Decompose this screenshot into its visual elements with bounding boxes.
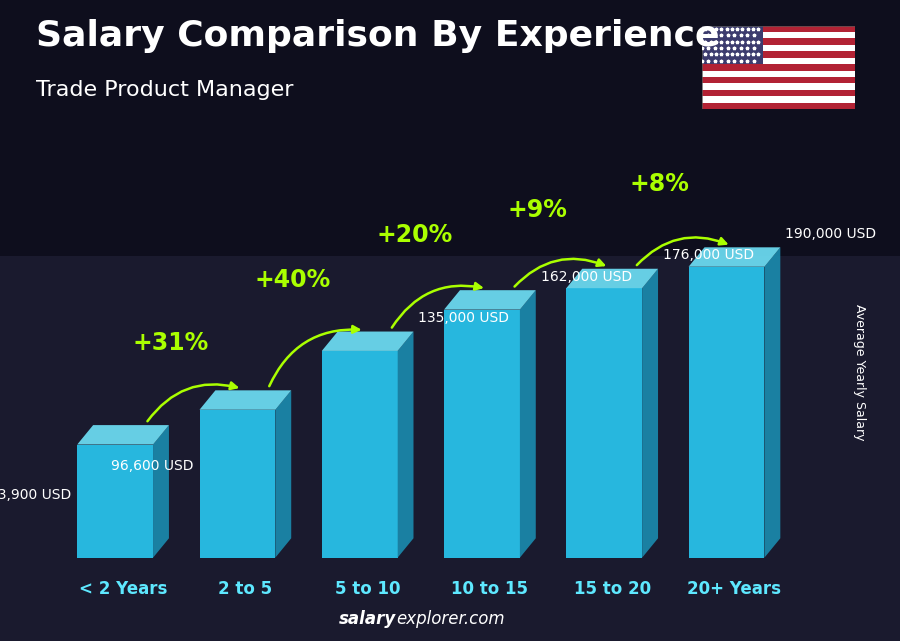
Bar [702,103,855,109]
Polygon shape [200,410,275,558]
Bar [702,83,855,90]
Polygon shape [77,425,169,444]
Bar [702,45,855,51]
FancyArrowPatch shape [269,326,359,386]
Text: +20%: +20% [376,223,453,247]
Text: 176,000 USD: 176,000 USD [663,248,754,262]
Bar [702,32,855,38]
Bar [0,0,900,256]
Text: 73,900 USD: 73,900 USD [0,488,71,503]
Bar [702,77,855,83]
FancyArrowPatch shape [392,283,482,328]
Polygon shape [322,351,398,558]
Polygon shape [566,269,658,288]
Polygon shape [398,331,413,558]
Bar [702,51,855,58]
Bar [702,26,855,32]
Text: salary: salary [338,610,396,628]
FancyArrowPatch shape [515,259,604,287]
Polygon shape [444,290,536,310]
Text: 20+ Years: 20+ Years [688,580,781,598]
Text: explorer.com: explorer.com [396,610,505,628]
FancyArrowPatch shape [637,237,726,265]
Polygon shape [275,390,292,558]
Text: 190,000 USD: 190,000 USD [785,227,877,241]
Text: < 2 Years: < 2 Years [79,580,167,598]
Bar [702,96,855,103]
Text: +8%: +8% [629,172,689,196]
Text: Trade Product Manager: Trade Product Manager [36,80,293,100]
Text: 5 to 10: 5 to 10 [335,580,400,598]
Text: Average Yearly Salary: Average Yearly Salary [853,304,866,440]
Bar [702,58,855,64]
Polygon shape [444,310,520,558]
Bar [702,64,855,71]
Polygon shape [77,444,153,558]
Polygon shape [322,331,413,351]
Text: Salary Comparison By Experience: Salary Comparison By Experience [36,19,719,53]
Text: +9%: +9% [507,197,567,222]
Text: 2 to 5: 2 to 5 [219,580,273,598]
Text: 162,000 USD: 162,000 USD [541,270,632,284]
Bar [702,90,855,96]
Polygon shape [688,267,764,558]
Text: +40%: +40% [255,268,330,292]
Polygon shape [764,247,780,558]
Bar [702,26,763,64]
Polygon shape [200,390,292,410]
Polygon shape [153,425,169,558]
Text: +31%: +31% [132,331,208,354]
Polygon shape [642,269,658,558]
Bar [702,38,855,45]
Bar [702,71,855,77]
Text: 15 to 20: 15 to 20 [573,580,651,598]
Polygon shape [688,247,780,267]
Text: 96,600 USD: 96,600 USD [111,459,194,473]
Text: 135,000 USD: 135,000 USD [418,311,509,325]
FancyArrowPatch shape [148,383,237,421]
Text: 10 to 15: 10 to 15 [452,580,528,598]
Bar [0,256,900,641]
Polygon shape [520,290,536,558]
Polygon shape [566,288,642,558]
